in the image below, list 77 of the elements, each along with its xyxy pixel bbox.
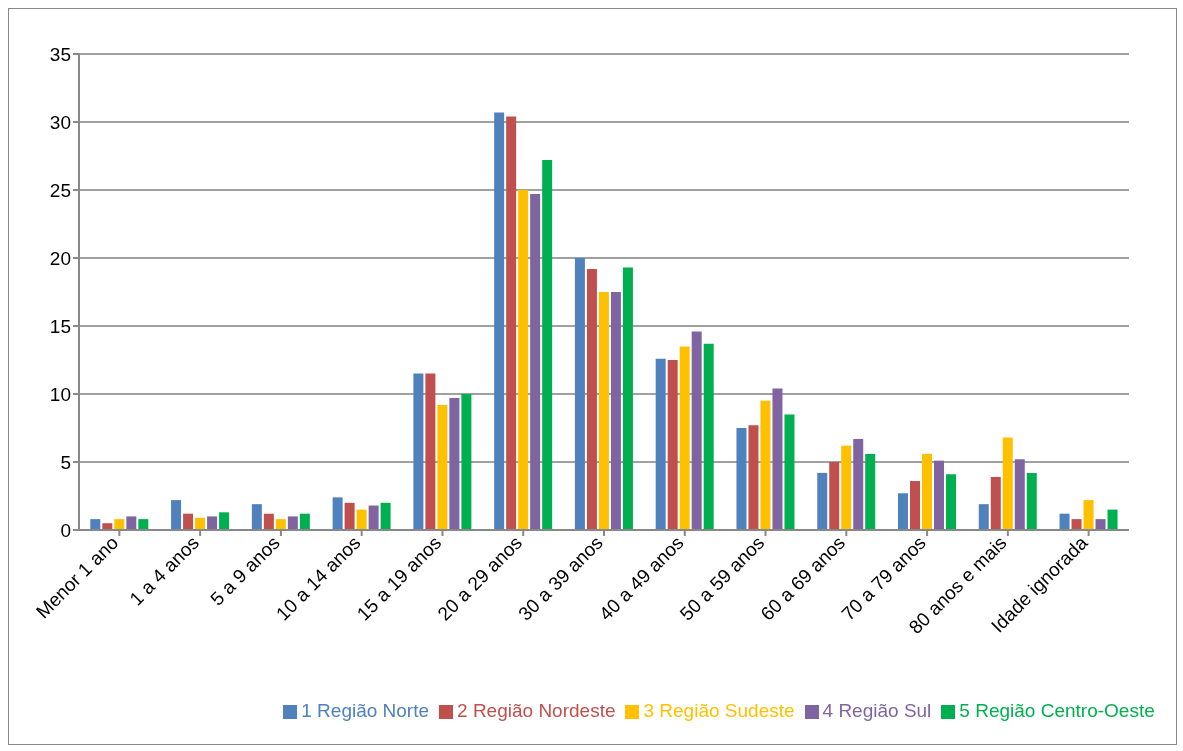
bar [978, 504, 989, 530]
bar [287, 516, 298, 530]
bar [736, 428, 747, 530]
bar [344, 502, 355, 530]
bar [1059, 513, 1070, 530]
bar [518, 190, 529, 530]
bar [990, 476, 1001, 530]
bar [90, 519, 101, 530]
y-tick-label: 15 [49, 315, 71, 337]
bar [114, 519, 125, 530]
bar [461, 394, 472, 530]
bar [586, 268, 597, 530]
bar [1002, 437, 1013, 530]
bar [667, 360, 678, 530]
bar [380, 502, 391, 530]
bar [1095, 519, 1106, 530]
bar [898, 493, 908, 530]
bar [1014, 459, 1025, 530]
bar [299, 513, 310, 530]
bar [263, 513, 274, 530]
bar [126, 516, 137, 530]
bar [1107, 509, 1118, 530]
bar [494, 112, 505, 530]
bar [622, 267, 633, 530]
bar [934, 460, 944, 530]
bar [760, 400, 771, 530]
bar [910, 481, 920, 530]
bar [1071, 519, 1082, 530]
legend-label: 3 Região Sudeste [643, 700, 795, 721]
legend-label: 2 Região Nordeste [457, 700, 616, 721]
y-tick-label: 30 [49, 111, 71, 133]
bar [946, 474, 956, 530]
bar [171, 500, 182, 530]
y-tick-label: 0 [60, 519, 71, 541]
bar [610, 292, 621, 530]
bar [332, 497, 343, 530]
bar [530, 194, 541, 530]
y-tick-label: 25 [49, 179, 71, 201]
bar [449, 398, 460, 530]
bar [413, 373, 424, 530]
bar [1083, 500, 1094, 530]
legend-label: 5 Região Centro-Oeste [959, 700, 1155, 721]
bar [356, 509, 367, 530]
bar [275, 519, 286, 530]
bar [195, 517, 206, 530]
bar [251, 504, 262, 530]
bar [865, 453, 876, 530]
bar [138, 519, 149, 530]
bar [598, 292, 609, 530]
legend-label: 4 Região Sul [822, 700, 932, 721]
bar [542, 160, 553, 530]
bar [748, 425, 759, 530]
bar [506, 116, 517, 530]
y-tick-label: 10 [49, 383, 71, 405]
bar [437, 404, 448, 530]
bar [425, 373, 436, 530]
legend-label: 1 Região Norte [301, 700, 430, 721]
y-tick-label: 5 [60, 451, 71, 473]
bar [679, 346, 690, 530]
bar [841, 445, 852, 530]
bar [922, 453, 932, 530]
bar [207, 516, 218, 530]
bar [574, 258, 585, 530]
bar [817, 472, 828, 530]
bar [772, 388, 783, 530]
bar [368, 505, 379, 530]
bar [219, 512, 230, 530]
y-tick-label: 20 [49, 247, 71, 269]
bar [1026, 472, 1037, 530]
bar [829, 462, 840, 530]
bar [703, 343, 714, 530]
bar [784, 414, 795, 530]
bar [655, 358, 666, 530]
bar [853, 438, 864, 530]
bar [183, 513, 194, 530]
bar [691, 331, 702, 530]
y-tick-label: 35 [49, 43, 71, 65]
